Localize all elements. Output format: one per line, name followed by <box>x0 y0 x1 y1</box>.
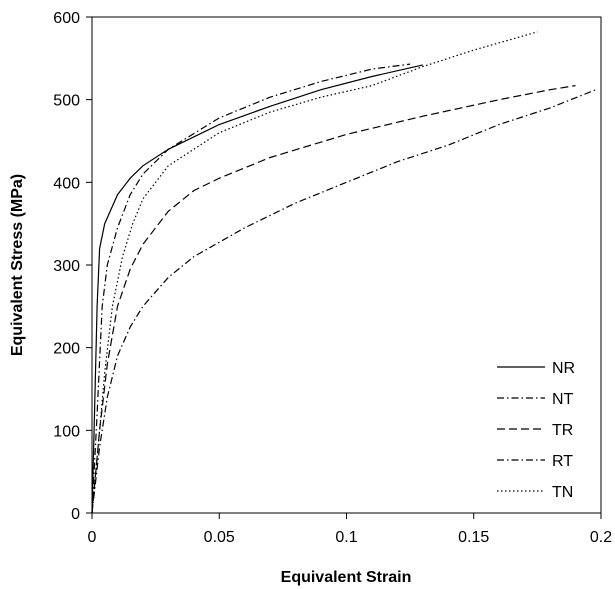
series-line-nt <box>91 63 411 514</box>
y-tick-label: 400 <box>53 175 80 192</box>
y-axis-ticks: 0 100 200 300 400 500 600 <box>53 10 92 523</box>
x-tick-label: 0.05 <box>204 529 235 546</box>
legend-label-rt: RT <box>552 453 573 470</box>
legend-label-tr: TR <box>552 422 573 439</box>
legend-label-tn: TN <box>552 484 573 501</box>
series-line-tr <box>91 85 576 514</box>
x-tick-label: 0.2 <box>590 529 612 546</box>
series-line-tn <box>91 31 538 514</box>
y-tick-label: 600 <box>53 10 80 27</box>
y-tick-label: 500 <box>53 93 80 110</box>
legend: NR NT TR RT TN <box>497 360 575 501</box>
series-line-nr <box>91 64 424 514</box>
legend-label-nt: NT <box>552 391 574 408</box>
legend-label-nr: NR <box>552 360 575 377</box>
y-tick-label: 100 <box>53 423 80 440</box>
x-tick-label: 0 <box>88 529 97 546</box>
y-tick-label: 300 <box>53 258 80 275</box>
x-axis-title: Equivalent Strain <box>281 569 412 586</box>
y-tick-label: 200 <box>53 341 80 358</box>
y-tick-label: 0 <box>71 506 80 523</box>
x-tick-label: 0.1 <box>335 529 357 546</box>
series-line-rt <box>91 89 597 514</box>
x-tick-label: 0.15 <box>458 529 489 546</box>
series-lines <box>91 31 597 514</box>
x-axis-ticks: 0 0.05 0.1 0.15 0.2 <box>88 513 612 546</box>
y-axis-title: Equivalent Stress (MPa) <box>9 174 26 356</box>
